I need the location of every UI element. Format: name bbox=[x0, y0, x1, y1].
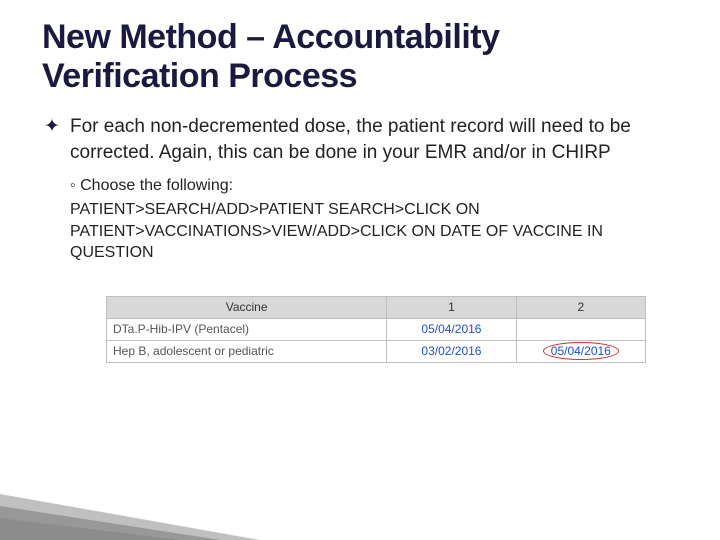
table-header-row: Vaccine 1 2 bbox=[107, 296, 646, 318]
date-text: 05/04/2016 bbox=[551, 344, 611, 358]
vaccine-table-wrap: Vaccine 1 2 DTa.P-Hib-IPV (Pentacel) 05/… bbox=[106, 296, 646, 363]
main-bullet-row: ✦ For each non-decremented dose, the pat… bbox=[42, 114, 680, 165]
vaccine-name-cell: DTa.P-Hib-IPV (Pentacel) bbox=[107, 318, 387, 340]
bullet-glyph: ✦ bbox=[42, 114, 70, 140]
wedge-layer-3 bbox=[0, 494, 260, 540]
col-2: 2 bbox=[516, 296, 645, 318]
main-text: For each non-decremented dose, the patie… bbox=[70, 114, 680, 165]
sub-bullet: ◦ Choose the following: bbox=[70, 175, 680, 197]
nav-path-text: PATIENT>SEARCH/ADD>PATIENT SEARCH>CLICK … bbox=[42, 199, 680, 264]
table-row: Hep B, adolescent or pediatric 03/02/201… bbox=[107, 340, 646, 362]
date-cell[interactable] bbox=[516, 318, 645, 340]
vaccine-table: Vaccine 1 2 DTa.P-Hib-IPV (Pentacel) 05/… bbox=[106, 296, 646, 363]
table-row: DTa.P-Hib-IPV (Pentacel) 05/04/2016 bbox=[107, 318, 646, 340]
slide-title: New Method – Accountability Verification… bbox=[42, 18, 680, 96]
date-cell-circled[interactable]: 05/04/2016 bbox=[516, 340, 645, 362]
col-1: 1 bbox=[387, 296, 516, 318]
vaccine-name-cell: Hep B, adolescent or pediatric bbox=[107, 340, 387, 362]
date-cell[interactable]: 05/04/2016 bbox=[387, 318, 516, 340]
sub-bullet-row: ◦ Choose the following: bbox=[42, 175, 680, 197]
col-vaccine: Vaccine bbox=[107, 296, 387, 318]
decorative-wedge bbox=[0, 480, 280, 540]
date-cell[interactable]: 03/02/2016 bbox=[387, 340, 516, 362]
